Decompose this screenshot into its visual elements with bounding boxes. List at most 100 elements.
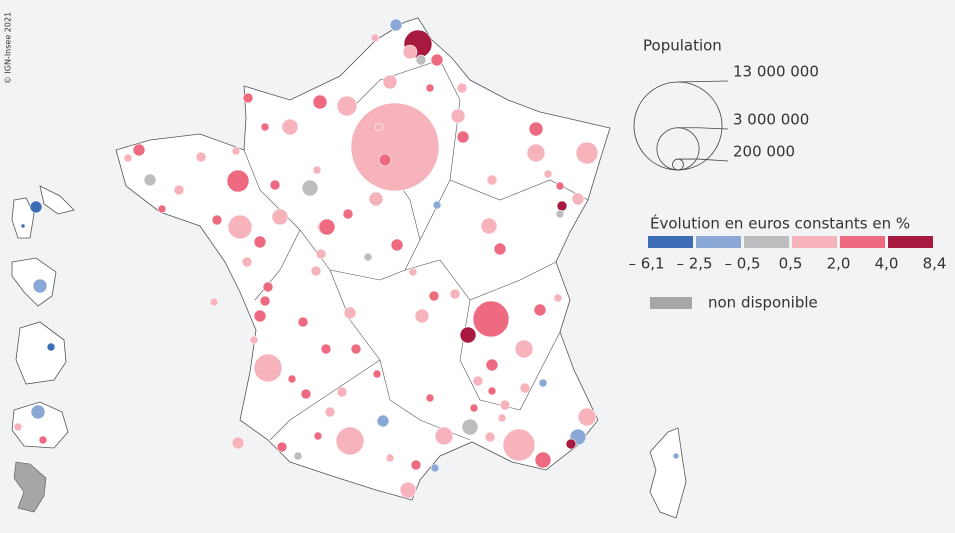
- size-label: 200 000: [733, 143, 795, 161]
- city-bubble: [434, 426, 454, 446]
- city-bubble: [399, 481, 417, 499]
- size-circle: [633, 81, 723, 171]
- city-bubble: [555, 181, 565, 191]
- city-bubble: [315, 248, 327, 260]
- city-bubble: [157, 204, 167, 214]
- city-bubble: [123, 153, 133, 163]
- city-bubble: [493, 242, 507, 256]
- city-bubble: [269, 179, 281, 191]
- city-bubble: [227, 214, 253, 240]
- city-bubble: [533, 303, 547, 317]
- city-bubbles: [13, 18, 680, 499]
- city-bubble: [312, 165, 322, 175]
- city-bubble: [415, 54, 427, 66]
- color-swatch: [696, 236, 741, 248]
- city-bubble: [335, 426, 365, 456]
- city-bubble: [480, 217, 498, 235]
- city-bubble: [350, 343, 362, 355]
- city-bubble: [310, 265, 322, 277]
- copyright: © IGN-Insee 2021: [4, 12, 13, 84]
- city-bubble: [336, 386, 348, 398]
- size-label: 13 000 000: [733, 63, 819, 81]
- city-bubble: [287, 374, 297, 384]
- city-bubble: [324, 406, 336, 418]
- city-bubble: [430, 53, 444, 67]
- city-bubble: [672, 452, 680, 460]
- city-bubble: [487, 386, 497, 396]
- color-swatch: [888, 236, 933, 248]
- city-bubble: [293, 451, 303, 461]
- city-bubble: [378, 153, 392, 167]
- city-bubble: [425, 83, 435, 93]
- city-bubble: [32, 278, 48, 294]
- city-bubble: [402, 44, 418, 60]
- city-bubble: [132, 143, 146, 157]
- city-bubble: [469, 403, 479, 413]
- color-swatch: [792, 236, 837, 248]
- city-bubble: [260, 122, 270, 132]
- metropole-outline: [115, 17, 611, 501]
- city-bubble: [425, 393, 435, 403]
- city-bubble: [484, 431, 496, 443]
- city-bubble: [211, 214, 223, 226]
- city-bubble: [259, 295, 271, 307]
- guadeloupe: [11, 185, 75, 239]
- city-bubble: [575, 141, 599, 165]
- city-bubble: [472, 375, 484, 387]
- break-label: – 0,5: [724, 255, 760, 273]
- city-bubble: [499, 399, 511, 411]
- size-leader: [677, 80, 729, 83]
- break-label: – 6,1: [628, 255, 664, 273]
- city-bubble: [461, 418, 479, 436]
- city-bubble: [13, 422, 23, 432]
- city-bubble: [276, 441, 288, 453]
- city-bubble: [281, 118, 299, 136]
- city-bubble: [363, 252, 373, 262]
- city-bubble: [571, 192, 585, 206]
- city-bubble: [385, 453, 395, 463]
- city-bubble: [46, 342, 56, 352]
- city-bubble: [543, 169, 553, 179]
- size-label: 3 000 000: [733, 111, 809, 129]
- city-bubble: [497, 413, 507, 423]
- city-bubble: [320, 343, 332, 355]
- city-bubble: [432, 200, 442, 210]
- territories: [11, 17, 687, 519]
- region-borders: [243, 59, 589, 441]
- city-bubble: [556, 200, 568, 212]
- city-bubble: [30, 404, 46, 420]
- city-bubble: [173, 184, 185, 196]
- color-legend: – 6,1 – 2,5 – 0,5 0,5 2,0 4,0 8,4: [628, 236, 946, 273]
- city-bubble: [370, 33, 380, 43]
- city-bubble: [209, 297, 219, 307]
- city-bubble: [519, 382, 531, 394]
- city-bubble: [195, 151, 207, 163]
- city-bubble: [577, 407, 597, 427]
- city-bubble: [449, 288, 461, 300]
- missing-label: non disponible: [708, 294, 818, 312]
- size-leader: [678, 127, 729, 130]
- city-bubble: [242, 92, 254, 104]
- city-bubble: [253, 353, 283, 383]
- city-bubble: [297, 316, 309, 328]
- corsica: [649, 427, 687, 519]
- city-bubble: [534, 451, 552, 469]
- break-label: 0,5: [779, 255, 803, 273]
- city-bubble: [29, 200, 43, 214]
- city-bubble: [374, 122, 384, 132]
- color-legend-title: Évolution en euros constants en %: [650, 214, 910, 233]
- break-label: 8,4: [923, 255, 947, 273]
- city-bubble: [555, 209, 565, 219]
- city-bubble: [456, 130, 470, 144]
- break-label: 4,0: [875, 255, 899, 273]
- city-bubble: [430, 463, 440, 473]
- city-bubble: [20, 223, 26, 229]
- city-bubble: [226, 169, 250, 193]
- city-bubble: [456, 82, 468, 94]
- city-bubble: [300, 388, 312, 400]
- city-bubble: [410, 459, 422, 471]
- mayotte: [13, 461, 47, 513]
- city-bubble: [565, 438, 577, 450]
- city-bubble: [271, 208, 289, 226]
- city-bubble: [408, 267, 418, 277]
